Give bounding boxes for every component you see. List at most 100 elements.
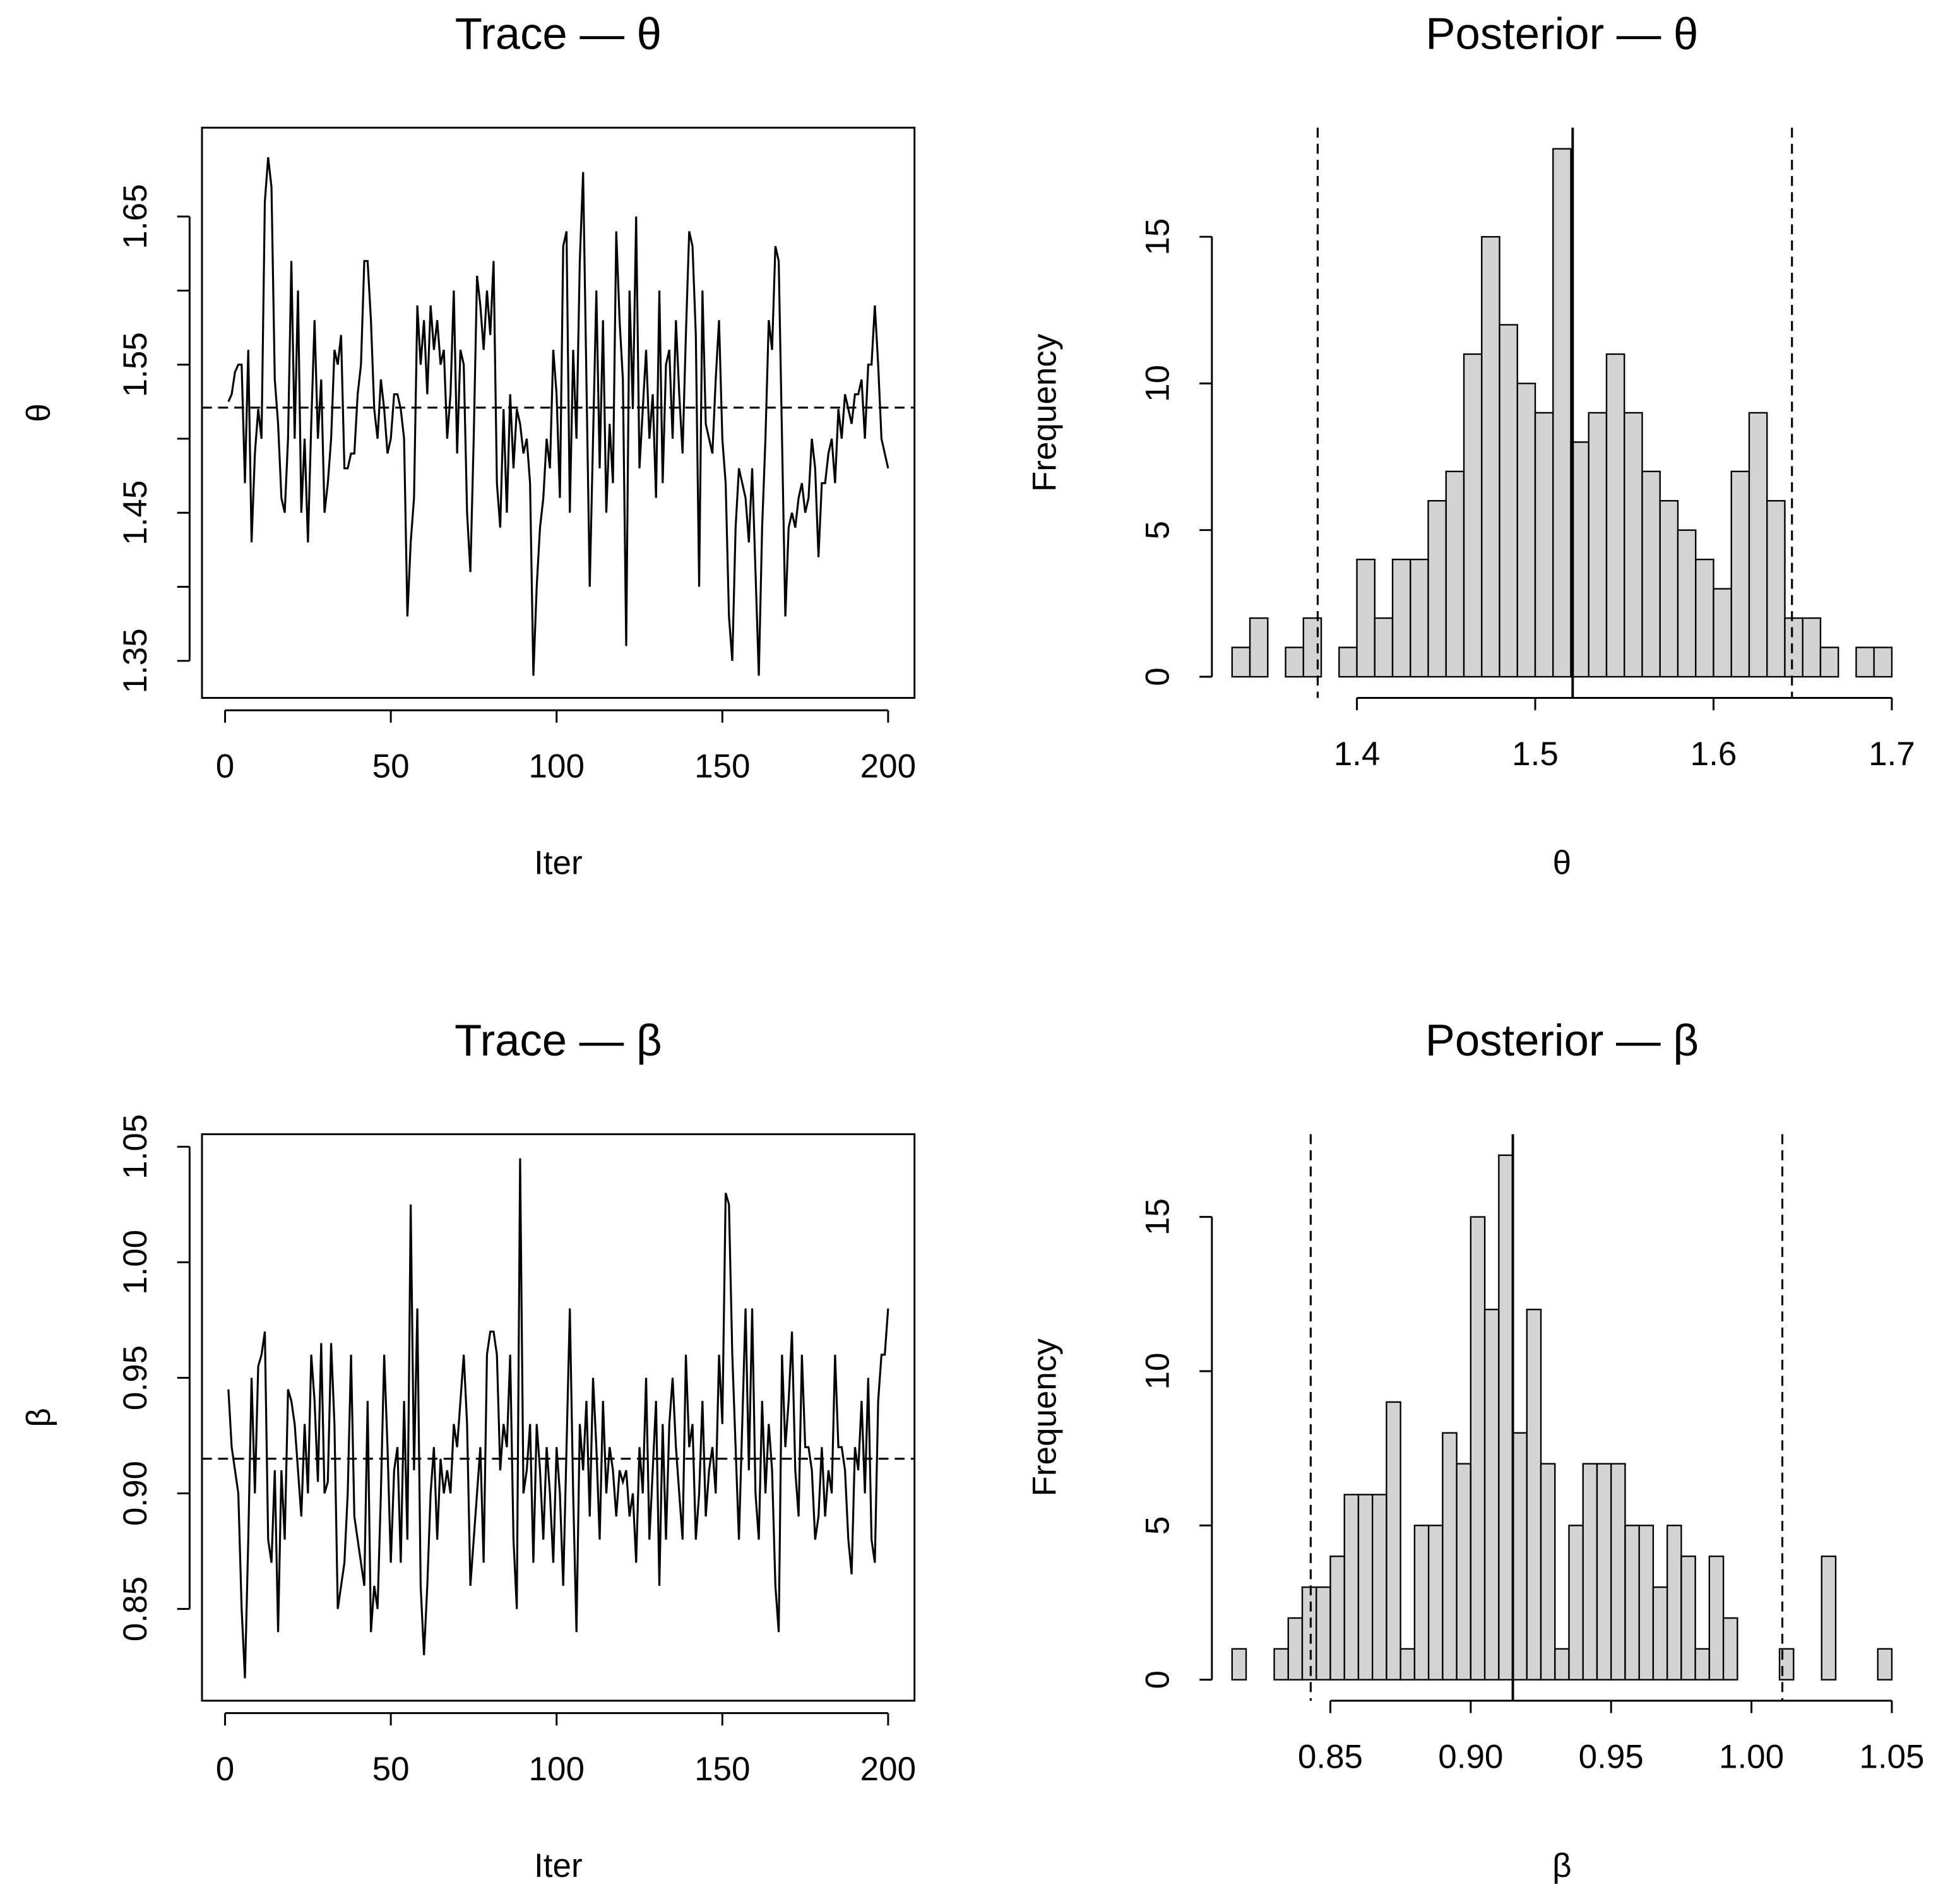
- histogram-bar: [1338, 646, 1358, 678]
- y-tick-label: 10: [1139, 1353, 1176, 1390]
- histogram-bar: [1708, 1556, 1725, 1681]
- x-axis-label: Iter: [534, 1847, 583, 1884]
- y-tick-label: 1.35: [117, 628, 154, 693]
- plot-box: [201, 1133, 916, 1702]
- y-tick-label: 1.05: [117, 1114, 154, 1179]
- y-tick-label: 0.90: [117, 1461, 154, 1526]
- x-tick-label: 0: [216, 1751, 234, 1788]
- histogram-bar: [1427, 1525, 1444, 1681]
- x-tick-label: 100: [528, 747, 584, 785]
- histogram-bar: [1287, 1617, 1304, 1681]
- histogram-bar: [1540, 1463, 1556, 1681]
- histogram-bar: [1819, 646, 1839, 678]
- histogram-bar: [1343, 1494, 1360, 1681]
- histogram-bar: [1582, 1463, 1598, 1681]
- histogram-bar: [1481, 235, 1500, 678]
- x-axis-label: Iter: [534, 845, 583, 882]
- y-tick-label: 1.45: [117, 480, 154, 545]
- histogram-bar: [1596, 1463, 1612, 1681]
- histogram-bar: [1526, 1309, 1542, 1681]
- x-tick-label: 1.4: [1334, 735, 1381, 773]
- trace-line: [227, 1158, 889, 1679]
- y-tick-label: 0: [1139, 1670, 1176, 1689]
- histogram-bar: [1399, 1648, 1416, 1681]
- histogram-bar: [1301, 1586, 1317, 1681]
- y-tick-label: 15: [1139, 218, 1176, 256]
- x-tick-label: 100: [528, 1751, 584, 1788]
- y-tick-label: 1.00: [117, 1230, 154, 1295]
- x-tick-label: 0.85: [1298, 1738, 1363, 1775]
- y-tick-label: 0.85: [117, 1576, 154, 1641]
- histogram-bar: [1641, 470, 1661, 678]
- histogram-bar: [1748, 412, 1768, 678]
- panel-title: Posterior — θ: [1425, 9, 1698, 59]
- histogram-bar: [1445, 470, 1465, 678]
- histogram-bar: [1784, 617, 1803, 678]
- x-tick-label: 150: [694, 1751, 750, 1788]
- y-tick-label: 1.55: [117, 332, 154, 397]
- histogram-bar: [1386, 1401, 1401, 1681]
- y-axis-label: θ: [20, 403, 57, 422]
- histogram-bar: [1231, 1648, 1247, 1681]
- histogram-bar: [1568, 1525, 1584, 1681]
- histogram-bar: [1410, 558, 1429, 678]
- y-axis-label: Frequency: [1026, 1338, 1064, 1497]
- x-tick-label: 200: [860, 747, 916, 785]
- panel-title: Trace — θ: [455, 9, 662, 59]
- histogram-bar: [1329, 1556, 1345, 1681]
- x-tick-label: 1.6: [1690, 735, 1737, 773]
- histogram-bar: [1677, 529, 1697, 678]
- y-tick-label: 0: [1139, 667, 1176, 686]
- histogram-bar: [1802, 617, 1822, 678]
- histogram-bar: [1713, 588, 1732, 678]
- histogram-bar: [1605, 353, 1625, 678]
- x-axis-label: β: [1552, 1847, 1571, 1884]
- histogram-bar: [1588, 412, 1608, 678]
- y-tick-label: 5: [1139, 1516, 1176, 1535]
- histogram-bar: [1554, 1648, 1570, 1681]
- histogram-bar: [1666, 1525, 1682, 1681]
- y-tick-label: 0.95: [117, 1345, 154, 1410]
- histogram-bar: [1516, 383, 1536, 678]
- histogram-bar: [1659, 500, 1679, 678]
- histogram-bar: [1821, 1556, 1837, 1681]
- histogram-bar: [1512, 1432, 1528, 1681]
- histogram-bar: [1316, 1586, 1331, 1681]
- histogram-bar: [1722, 1617, 1738, 1681]
- histogram-bar: [1766, 500, 1786, 678]
- x-axis-label: θ: [1553, 845, 1571, 882]
- histogram-bar: [1695, 558, 1714, 678]
- x-tick-label: 1.7: [1869, 735, 1915, 773]
- histogram-bar: [1730, 470, 1750, 678]
- histogram-bar: [1855, 646, 1875, 678]
- histogram-bar: [1877, 1648, 1893, 1681]
- histogram-bar: [1374, 617, 1394, 678]
- x-tick-label: 50: [372, 1751, 410, 1788]
- histogram-bar: [1470, 1216, 1486, 1681]
- y-tick-label: 10: [1139, 365, 1176, 402]
- histogram-bar: [1498, 1154, 1514, 1681]
- histogram-bar: [1499, 324, 1518, 678]
- histogram-bar: [1694, 1648, 1711, 1681]
- histogram-bar: [1372, 1494, 1387, 1681]
- x-tick-label: 150: [694, 747, 750, 785]
- histogram-bar: [1285, 646, 1304, 678]
- x-tick-label: 1.05: [1859, 1738, 1924, 1775]
- histogram-bar: [1483, 1309, 1500, 1681]
- x-tick-label: 0.90: [1438, 1738, 1503, 1775]
- panel-title: Trace — β: [455, 1015, 662, 1065]
- x-tick-label: 50: [372, 747, 410, 785]
- x-tick-label: 1.5: [1512, 735, 1559, 773]
- x-tick-label: 0.95: [1579, 1738, 1644, 1775]
- y-tick-label: 5: [1139, 521, 1176, 539]
- histogram-bar: [1413, 1525, 1430, 1681]
- histogram-bar: [1427, 500, 1447, 678]
- plot-box: [201, 126, 916, 699]
- histogram-bar: [1456, 1463, 1472, 1681]
- panel-title: Posterior — β: [1425, 1015, 1699, 1065]
- histogram-bar: [1534, 412, 1554, 678]
- histogram-bar: [1552, 148, 1572, 678]
- histogram-bar: [1624, 412, 1643, 678]
